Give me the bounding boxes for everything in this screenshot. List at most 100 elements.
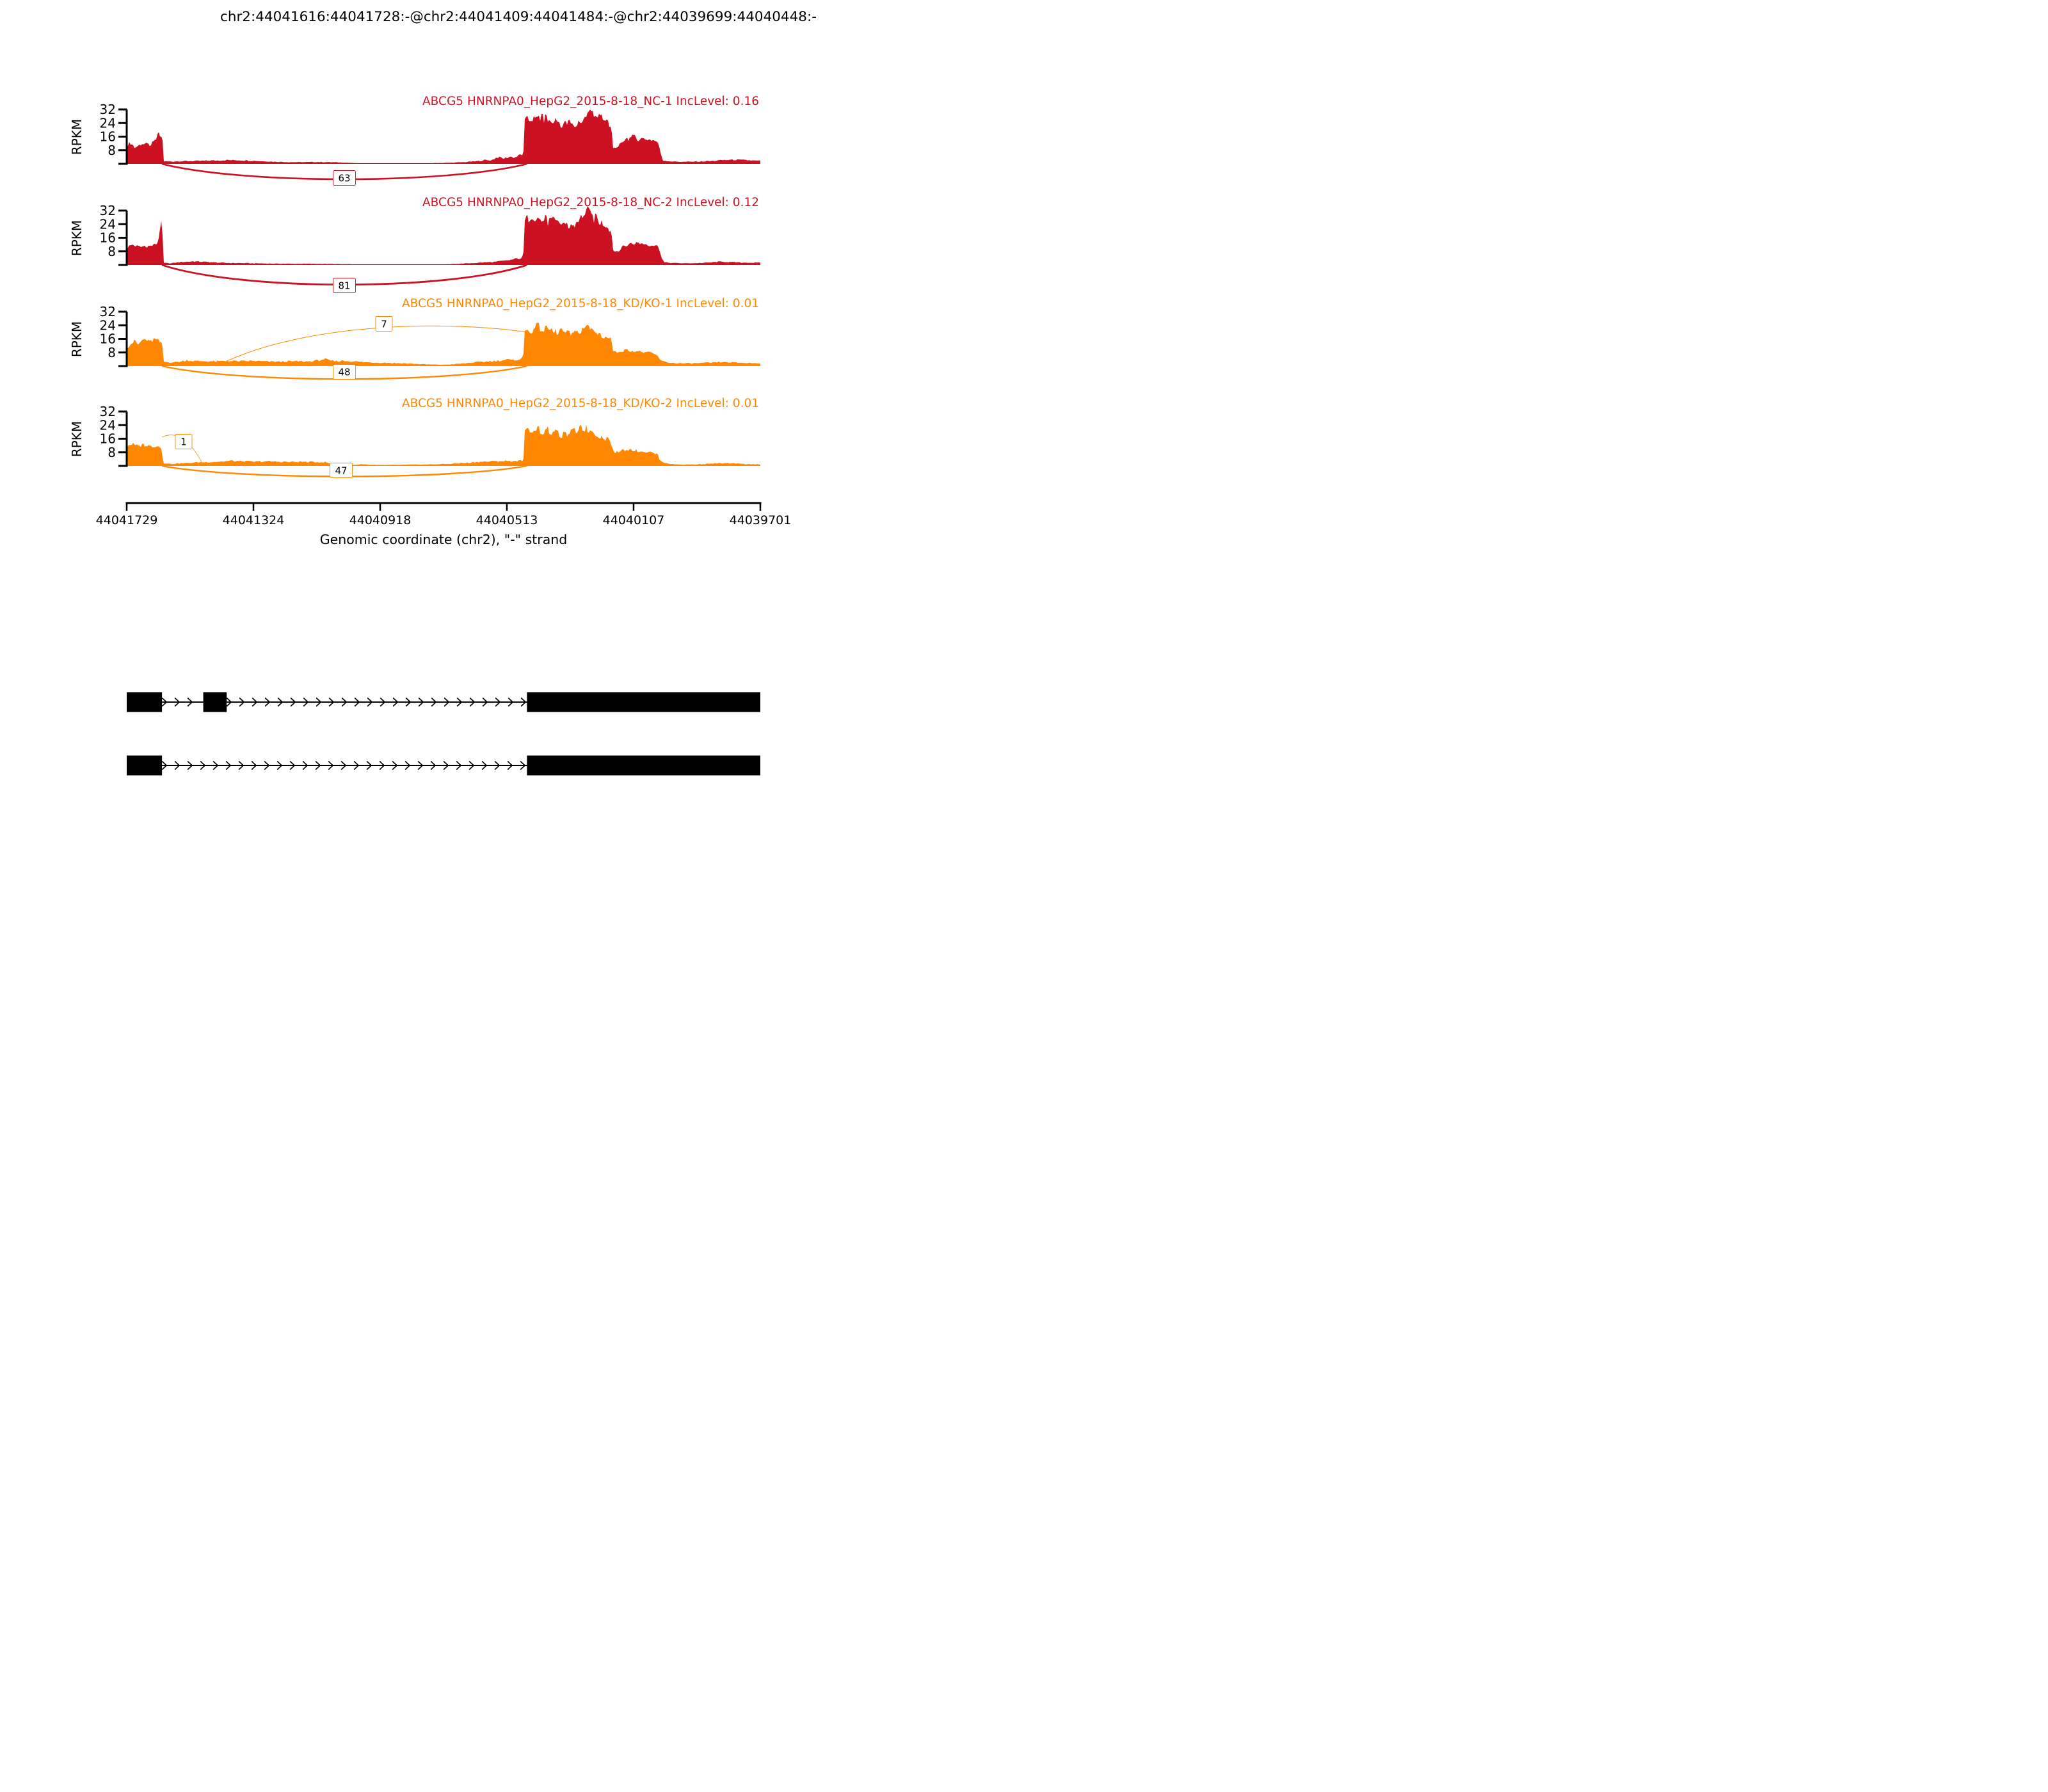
intron-arrow-icon — [482, 697, 488, 707]
intron-arrow-icon — [303, 697, 309, 707]
intron-arrow-icon — [481, 760, 488, 771]
intron-arrow-icon — [392, 697, 399, 707]
rpkm-tick-label: 24 — [100, 115, 116, 131]
junction-count-box — [175, 434, 193, 449]
intron-arrow-icon — [520, 760, 526, 771]
rpkm-tick-label: 8 — [108, 445, 116, 460]
intron-arrow-icon — [161, 760, 168, 771]
intron-arrow-icon — [289, 760, 296, 771]
rpkm-tick-label: 16 — [100, 129, 116, 145]
intron-arrow-icon — [276, 760, 283, 771]
intron-arrow-icon — [430, 760, 436, 771]
rpkm-tick-label: 16 — [100, 431, 116, 447]
intron-arrow-icon — [353, 760, 360, 771]
intron-arrow-icon — [187, 760, 193, 771]
intron-arrow-icon — [456, 697, 463, 707]
intron-arrow-icon — [340, 760, 347, 771]
intron-arrow-icon — [494, 760, 500, 771]
intron-arrow-icon — [379, 760, 385, 771]
intron-arrow-icon — [316, 697, 322, 707]
coverage-area — [127, 424, 760, 466]
intron-arrow-icon — [507, 760, 513, 771]
x-tick-label: 44040918 — [349, 513, 412, 527]
intron-arrow-icon — [443, 760, 449, 771]
coverage-area — [127, 206, 760, 265]
transcript-inclusion-isoform — [127, 692, 760, 712]
intron-arrow-icon — [469, 697, 476, 707]
rpkm-tick-label: 32 — [100, 304, 116, 319]
transcript-exclusion-isoform — [127, 755, 760, 776]
intron-arrow-icon — [226, 697, 232, 707]
rpkm-tick-label: 16 — [100, 332, 116, 347]
intron-arrow-icon — [495, 697, 501, 707]
transcript-exon — [527, 692, 760, 712]
track-title: ABCG5 HNRNPA0_HepG2_2015-8-18_KD/KO-2 In… — [402, 397, 759, 410]
rpkm-tick-label: 24 — [100, 317, 116, 333]
intron-arrow-icon — [328, 760, 334, 771]
intron-arrow-icon — [380, 697, 386, 707]
x-tick-label: 44040107 — [603, 513, 665, 527]
intron-arrow-icon — [520, 697, 527, 707]
intron-arrow-icon — [456, 760, 462, 771]
x-tick-label: 44041729 — [96, 513, 158, 527]
junction-count-box — [333, 170, 356, 186]
intron-arrow-icon — [367, 697, 373, 707]
intron-arrow-icon — [264, 760, 270, 771]
intron-arrow-icon — [417, 760, 424, 771]
intron-arrow-icon — [418, 697, 424, 707]
rpkm-tick-label: 8 — [108, 143, 116, 158]
intron-arrow-icon — [431, 697, 437, 707]
x-axis-title: Genomic coordinate (chr2), "-" strand — [320, 532, 568, 547]
junction-count-box — [333, 364, 356, 380]
intron-arrow-icon — [366, 760, 372, 771]
junction-count-label: 47 — [335, 465, 347, 477]
intron-arrow-icon — [252, 697, 258, 707]
intron-arrow-icon — [200, 760, 206, 771]
junction-count-label: 1 — [180, 436, 187, 448]
intron-arrow-icon — [239, 697, 245, 707]
intron-arrow-icon — [392, 760, 398, 771]
track-title: ABCG5 HNRNPA0_HepG2_2015-8-18_NC-2 IncLe… — [422, 196, 759, 209]
intron-arrow-icon — [161, 697, 168, 707]
rpkm-axis-label: RPKM — [69, 421, 84, 457]
plot-title: chr2:44041616:44041728:-@chr2:44041409:4… — [220, 9, 817, 25]
coverage-baseline — [127, 365, 760, 366]
transcript-exon — [127, 692, 163, 712]
junction-count-label: 63 — [338, 173, 350, 184]
track-title: ABCG5 HNRNPA0_HepG2_2015-8-18_KD/KO-1 In… — [402, 297, 759, 310]
intron-arrow-icon — [405, 697, 412, 707]
intron-arrow-icon — [354, 697, 360, 707]
intron-arrow-icon — [264, 697, 271, 707]
transcript-exon — [127, 755, 163, 776]
coverage-area — [127, 323, 760, 366]
junction-count-label: 7 — [381, 319, 387, 330]
intron-arrow-icon — [251, 760, 257, 771]
intron-arrow-icon — [341, 697, 348, 707]
coverage-baseline — [127, 264, 760, 265]
intron-arrow-icon — [212, 760, 219, 771]
intron-arrow-icon — [225, 760, 232, 771]
intron-arrow-icon — [302, 760, 308, 771]
intron-arrow-icon — [404, 760, 411, 771]
rpkm-axis-label: RPKM — [69, 119, 84, 155]
intron-arrow-icon — [468, 760, 475, 771]
intron-arrow-icon — [508, 697, 514, 707]
junction-count-box — [330, 463, 353, 478]
rpkm-tick-label: 8 — [108, 345, 116, 360]
sashimi-plot-page: chr2:44041616:44041728:-@chr2:44041409:4… — [0, 0, 1024, 896]
rpkm-axis-label: RPKM — [69, 321, 84, 357]
junction-count-box — [375, 316, 393, 332]
coverage-baseline — [127, 465, 760, 466]
rpkm-tick-label: 24 — [100, 417, 116, 433]
intron-arrow-icon — [444, 697, 450, 707]
rpkm-tick-label: 32 — [100, 203, 116, 218]
coverage-area — [127, 109, 760, 164]
x-tick-label: 44041324 — [223, 513, 285, 527]
rpkm-tick-label: 16 — [100, 230, 116, 246]
intron-arrow-icon — [290, 697, 296, 707]
intron-arrow-icon — [174, 760, 180, 771]
rpkm-axis-label: RPKM — [69, 220, 84, 256]
